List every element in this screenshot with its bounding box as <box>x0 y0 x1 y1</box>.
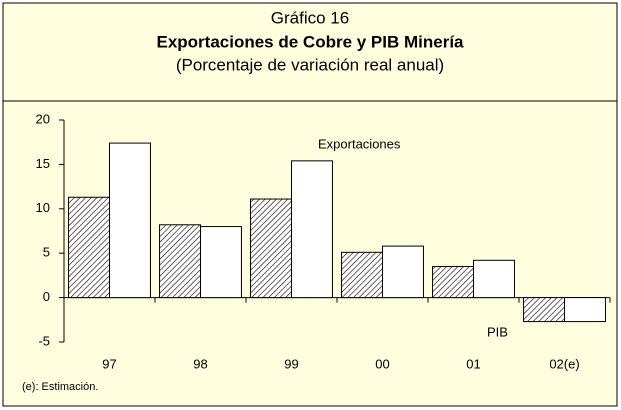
x-tick-label: 02(e) <box>549 356 579 371</box>
series-annotation: Exportaciones <box>318 136 401 151</box>
bar <box>250 198 293 299</box>
chart-subtitle: Exportaciones de Cobre y PIB Minería <box>156 32 464 51</box>
x-tick-label: 99 <box>284 356 298 371</box>
y-tick-label: 5 <box>43 245 50 260</box>
bar <box>432 266 474 299</box>
series-annotation: PIB <box>487 324 508 339</box>
bar <box>523 297 565 323</box>
footnote: (e): Estimación. <box>22 381 98 393</box>
bar <box>382 245 424 299</box>
bar <box>68 196 111 299</box>
bar <box>109 142 151 299</box>
bar <box>341 251 383 299</box>
x-tick-label: 98 <box>193 356 207 371</box>
y-tick-label: 0 <box>43 289 50 304</box>
y-tick-label: 20 <box>36 111 50 126</box>
y-axis-label: (Porcentaje de variación real anual) <box>176 55 444 74</box>
chart-title: Gráfico 16 <box>271 8 349 27</box>
y-tick-label: 10 <box>36 200 50 215</box>
y-tick-label: -5 <box>38 333 50 348</box>
bar <box>564 297 606 323</box>
x-tick-label: 01 <box>466 356 480 371</box>
bar <box>473 259 515 299</box>
bar <box>291 160 333 299</box>
x-tick-label: 97 <box>102 356 116 371</box>
bar <box>200 226 242 299</box>
x-tick-label: 00 <box>375 356 389 371</box>
y-tick-label: 15 <box>36 156 50 171</box>
bar <box>159 224 202 299</box>
